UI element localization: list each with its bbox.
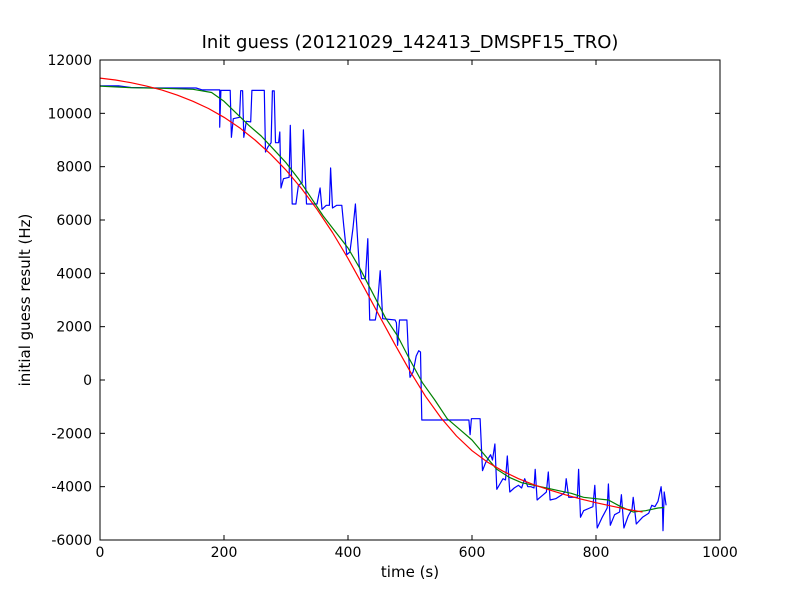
series-line-3 <box>100 77 643 513</box>
x-tick-label: 1000 <box>702 545 738 561</box>
y-tick-label: 2000 <box>56 320 92 336</box>
plot-frame <box>99 59 721 541</box>
axis-ticks: 0 200 400 600 800 1000 -6000 -4000 -2000 0 2000 400… <box>47 53 737 561</box>
x-tick-label: 400 <box>335 545 362 561</box>
series-layer <box>100 77 667 532</box>
y-axis-label: initial guess result (Hz) <box>16 214 34 387</box>
y-tick-label: 0 <box>83 373 92 389</box>
x-tick-label: 800 <box>583 545 610 561</box>
chart-title: Init guess (20121029_142413_DMSPF15_TRO) <box>202 32 619 53</box>
series-line-1 <box>100 85 667 532</box>
y-tick-label: -4000 <box>51 480 92 496</box>
y-tick-label: -6000 <box>51 533 92 549</box>
y-tick-label: -2000 <box>51 426 92 442</box>
y-tick-label: 8000 <box>56 160 92 176</box>
x-tick-label: 0 <box>96 545 105 561</box>
x-tick-label: 600 <box>459 545 486 561</box>
y-tick-label: 4000 <box>56 266 92 282</box>
x-tick-label: 200 <box>211 545 238 561</box>
series-line-2 <box>100 85 665 513</box>
y-tick-label: 10000 <box>47 106 92 122</box>
y-tick-label: 6000 <box>56 213 92 229</box>
y-tick-label: 12000 <box>47 53 92 69</box>
x-axis-label: time (s) <box>381 563 439 581</box>
